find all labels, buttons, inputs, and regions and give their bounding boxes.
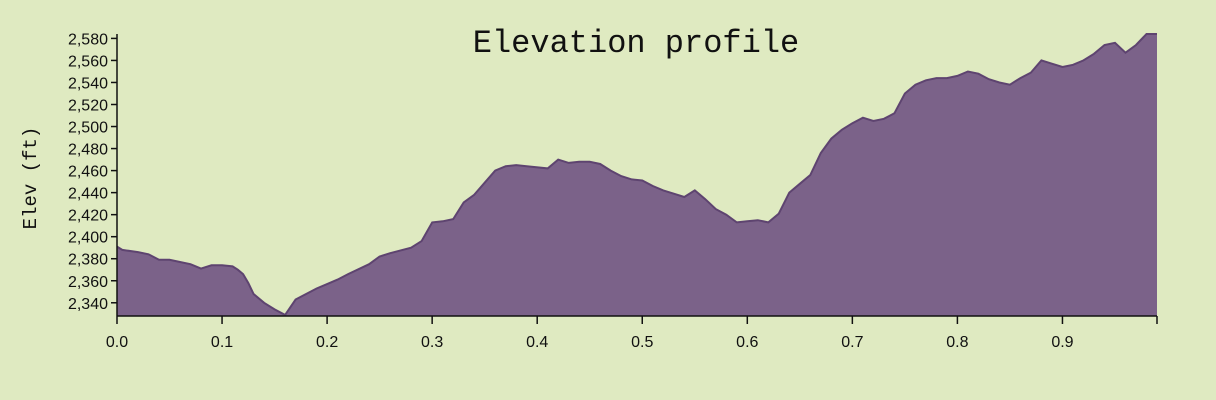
y-tick-label: 2,420 <box>68 208 108 225</box>
x-tick-label: 0.0 <box>106 334 128 351</box>
area-layer <box>116 33 1157 317</box>
elevation-line <box>116 33 1157 317</box>
x-tick-label: 0.5 <box>631 334 653 351</box>
x-tick-label: 0.7 <box>841 334 863 351</box>
x-tick-label: 0.9 <box>1051 334 1073 351</box>
x-tick-label: 0.3 <box>421 334 443 351</box>
x-tick-label: 0.4 <box>526 334 548 351</box>
y-tick-label: 2,500 <box>68 120 108 137</box>
x-tick-label: 0.2 <box>316 334 338 351</box>
y-tick-label: 2,400 <box>68 230 108 247</box>
x-tick-label: 0.6 <box>736 334 758 351</box>
x-tick-label: 0.1 <box>211 334 233 351</box>
axes-layer: 2,340 2,360 2,380 2,400 2,420 2,440 2,460 2,480… <box>68 31 1158 351</box>
y-tick-label: 2,380 <box>68 252 108 269</box>
x-tick-label: 0.8 <box>946 334 968 351</box>
y-tick-label: 2,360 <box>68 274 108 291</box>
y-axis-label: Elev (ft) <box>20 127 42 230</box>
y-tick-label: 2,460 <box>68 164 108 181</box>
chart-title: Elevation profile <box>473 25 799 62</box>
y-tick-label: 2,580 <box>68 31 108 48</box>
elevation-area <box>117 34 1157 316</box>
y-tick-label: 2,560 <box>68 53 108 70</box>
y-tick-label: 2,540 <box>68 75 108 92</box>
y-tick-label: 2,480 <box>68 142 108 159</box>
y-tick-label: 2,340 <box>68 296 108 313</box>
y-tick-label: 2,440 <box>68 186 108 203</box>
y-tick-label: 2,520 <box>68 98 108 115</box>
